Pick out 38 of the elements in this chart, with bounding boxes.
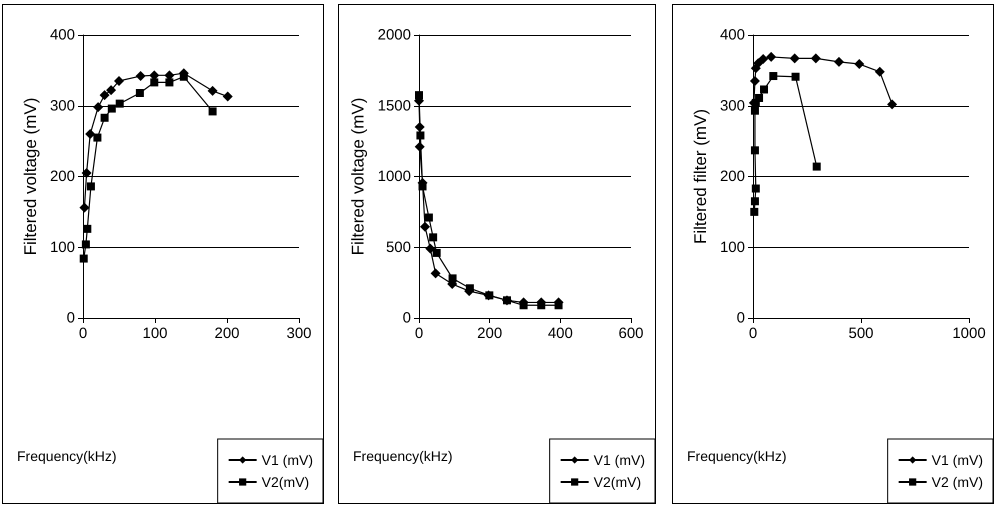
y-tick-label: 100 <box>720 238 745 256</box>
x-axis-title: Frequency(kHz) <box>17 448 117 464</box>
y-tick-label: 400 <box>50 26 75 44</box>
y-tick-label: 200 <box>720 168 745 185</box>
x-tick-label: 400 <box>548 325 573 342</box>
x-tick-label: 100 <box>142 325 168 342</box>
legend-label: V1 (mV) <box>262 452 314 468</box>
y-tick-label: 0 <box>402 310 411 326</box>
y-tick-label: 500 <box>386 238 411 256</box>
y-tick-label: 100 <box>50 238 75 256</box>
y-tick-label: 2000 <box>378 26 411 44</box>
y-tick-label: 1500 <box>378 97 411 114</box>
y-tick-label: 1000 <box>378 168 411 185</box>
y-tick-label: 300 <box>50 97 75 114</box>
legend-label: V2(mV) <box>594 474 642 490</box>
legend-label: V2 (mV) <box>932 474 984 490</box>
x-tick-label: 200 <box>477 325 502 342</box>
y-axis-title: Filtered voltage (mV) <box>348 98 368 256</box>
legend-label: V1 (mV) <box>932 452 984 468</box>
legend-label: V1 (mV) <box>594 452 646 468</box>
x-tick-label: 300 <box>286 325 312 342</box>
x-tick-label: 0 <box>414 325 424 342</box>
y-tick-label: 400 <box>720 26 745 44</box>
y-tick-label: 300 <box>720 97 745 114</box>
legend-label: V2(mV) <box>262 474 310 490</box>
y-tick-label: 200 <box>50 168 75 185</box>
x-tick-label: 0 <box>748 325 758 342</box>
x-tick-label: 1000 <box>952 325 986 342</box>
x-tick-label: 200 <box>214 325 240 342</box>
y-axis-title: Filtered filter (mV) <box>691 108 710 244</box>
x-tick-label: 600 <box>618 325 644 342</box>
y-axis-title: Filtered voltage (mV) <box>21 98 40 256</box>
y-tick-label: 0 <box>736 310 745 326</box>
x-tick-label: 500 <box>848 325 874 342</box>
y-tick-label: 0 <box>66 310 75 326</box>
x-axis-title: Frequency(kHz) <box>687 448 787 464</box>
x-tick-label: 0 <box>78 325 88 342</box>
x-axis-title: Frequency(kHz) <box>353 448 453 464</box>
